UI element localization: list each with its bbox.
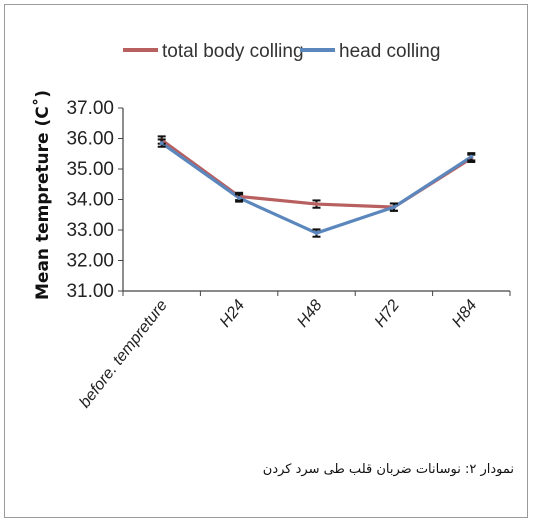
data-point: [159, 141, 164, 146]
y-tick-label: 32.00: [66, 251, 114, 272]
legend-label-head-colling: head colling: [339, 41, 440, 62]
legend: total body colling head colling: [123, 41, 440, 62]
x-tick-label: H72: [372, 297, 404, 331]
error-bar: [312, 199, 321, 209]
error-bar: [157, 138, 166, 148]
y-axis-label: Mean tempreture (C˚): [31, 90, 53, 300]
x-tick-label: before. tempreture: [76, 297, 170, 411]
y-tick-label: 37.00: [66, 98, 114, 119]
y-tick-label: 35.00: [66, 159, 114, 180]
data-point: [237, 195, 242, 200]
x-tick-label: H84: [449, 297, 481, 331]
error-bar: [235, 193, 244, 203]
error-bar: [389, 202, 398, 212]
x-tick-label: H24: [217, 297, 249, 331]
y-tick-label: 34.00: [66, 190, 114, 211]
series-group: [157, 135, 476, 238]
x-axis-ticks: before. tempreture H24 H48 H72 H84: [76, 291, 511, 411]
y-tick-label: 31.00: [66, 281, 114, 302]
chart-caption: نمودار ۲: نوسانات ضربان قلب طی سرد کردن: [262, 462, 514, 477]
legend-label-total-body-colling: total body colling: [162, 41, 304, 62]
data-point: [314, 231, 319, 236]
error-bar: [467, 152, 476, 162]
data-point: [469, 154, 474, 159]
x-tick-label: H48: [294, 297, 326, 331]
series-line-head-colling: [160, 141, 473, 235]
y-tick-label: 36.00: [66, 129, 114, 150]
y-axis-ticks: 31.00 32.00 33.00 34.00 35.00 36.00 37.00: [66, 98, 123, 302]
error-bar: [312, 228, 321, 238]
y-tick-label: 33.00: [66, 220, 114, 241]
data-point: [391, 205, 396, 210]
series-line-total-body-colling: [160, 138, 473, 209]
data-point: [314, 202, 319, 207]
chart-frame: [4, 4, 528, 518]
